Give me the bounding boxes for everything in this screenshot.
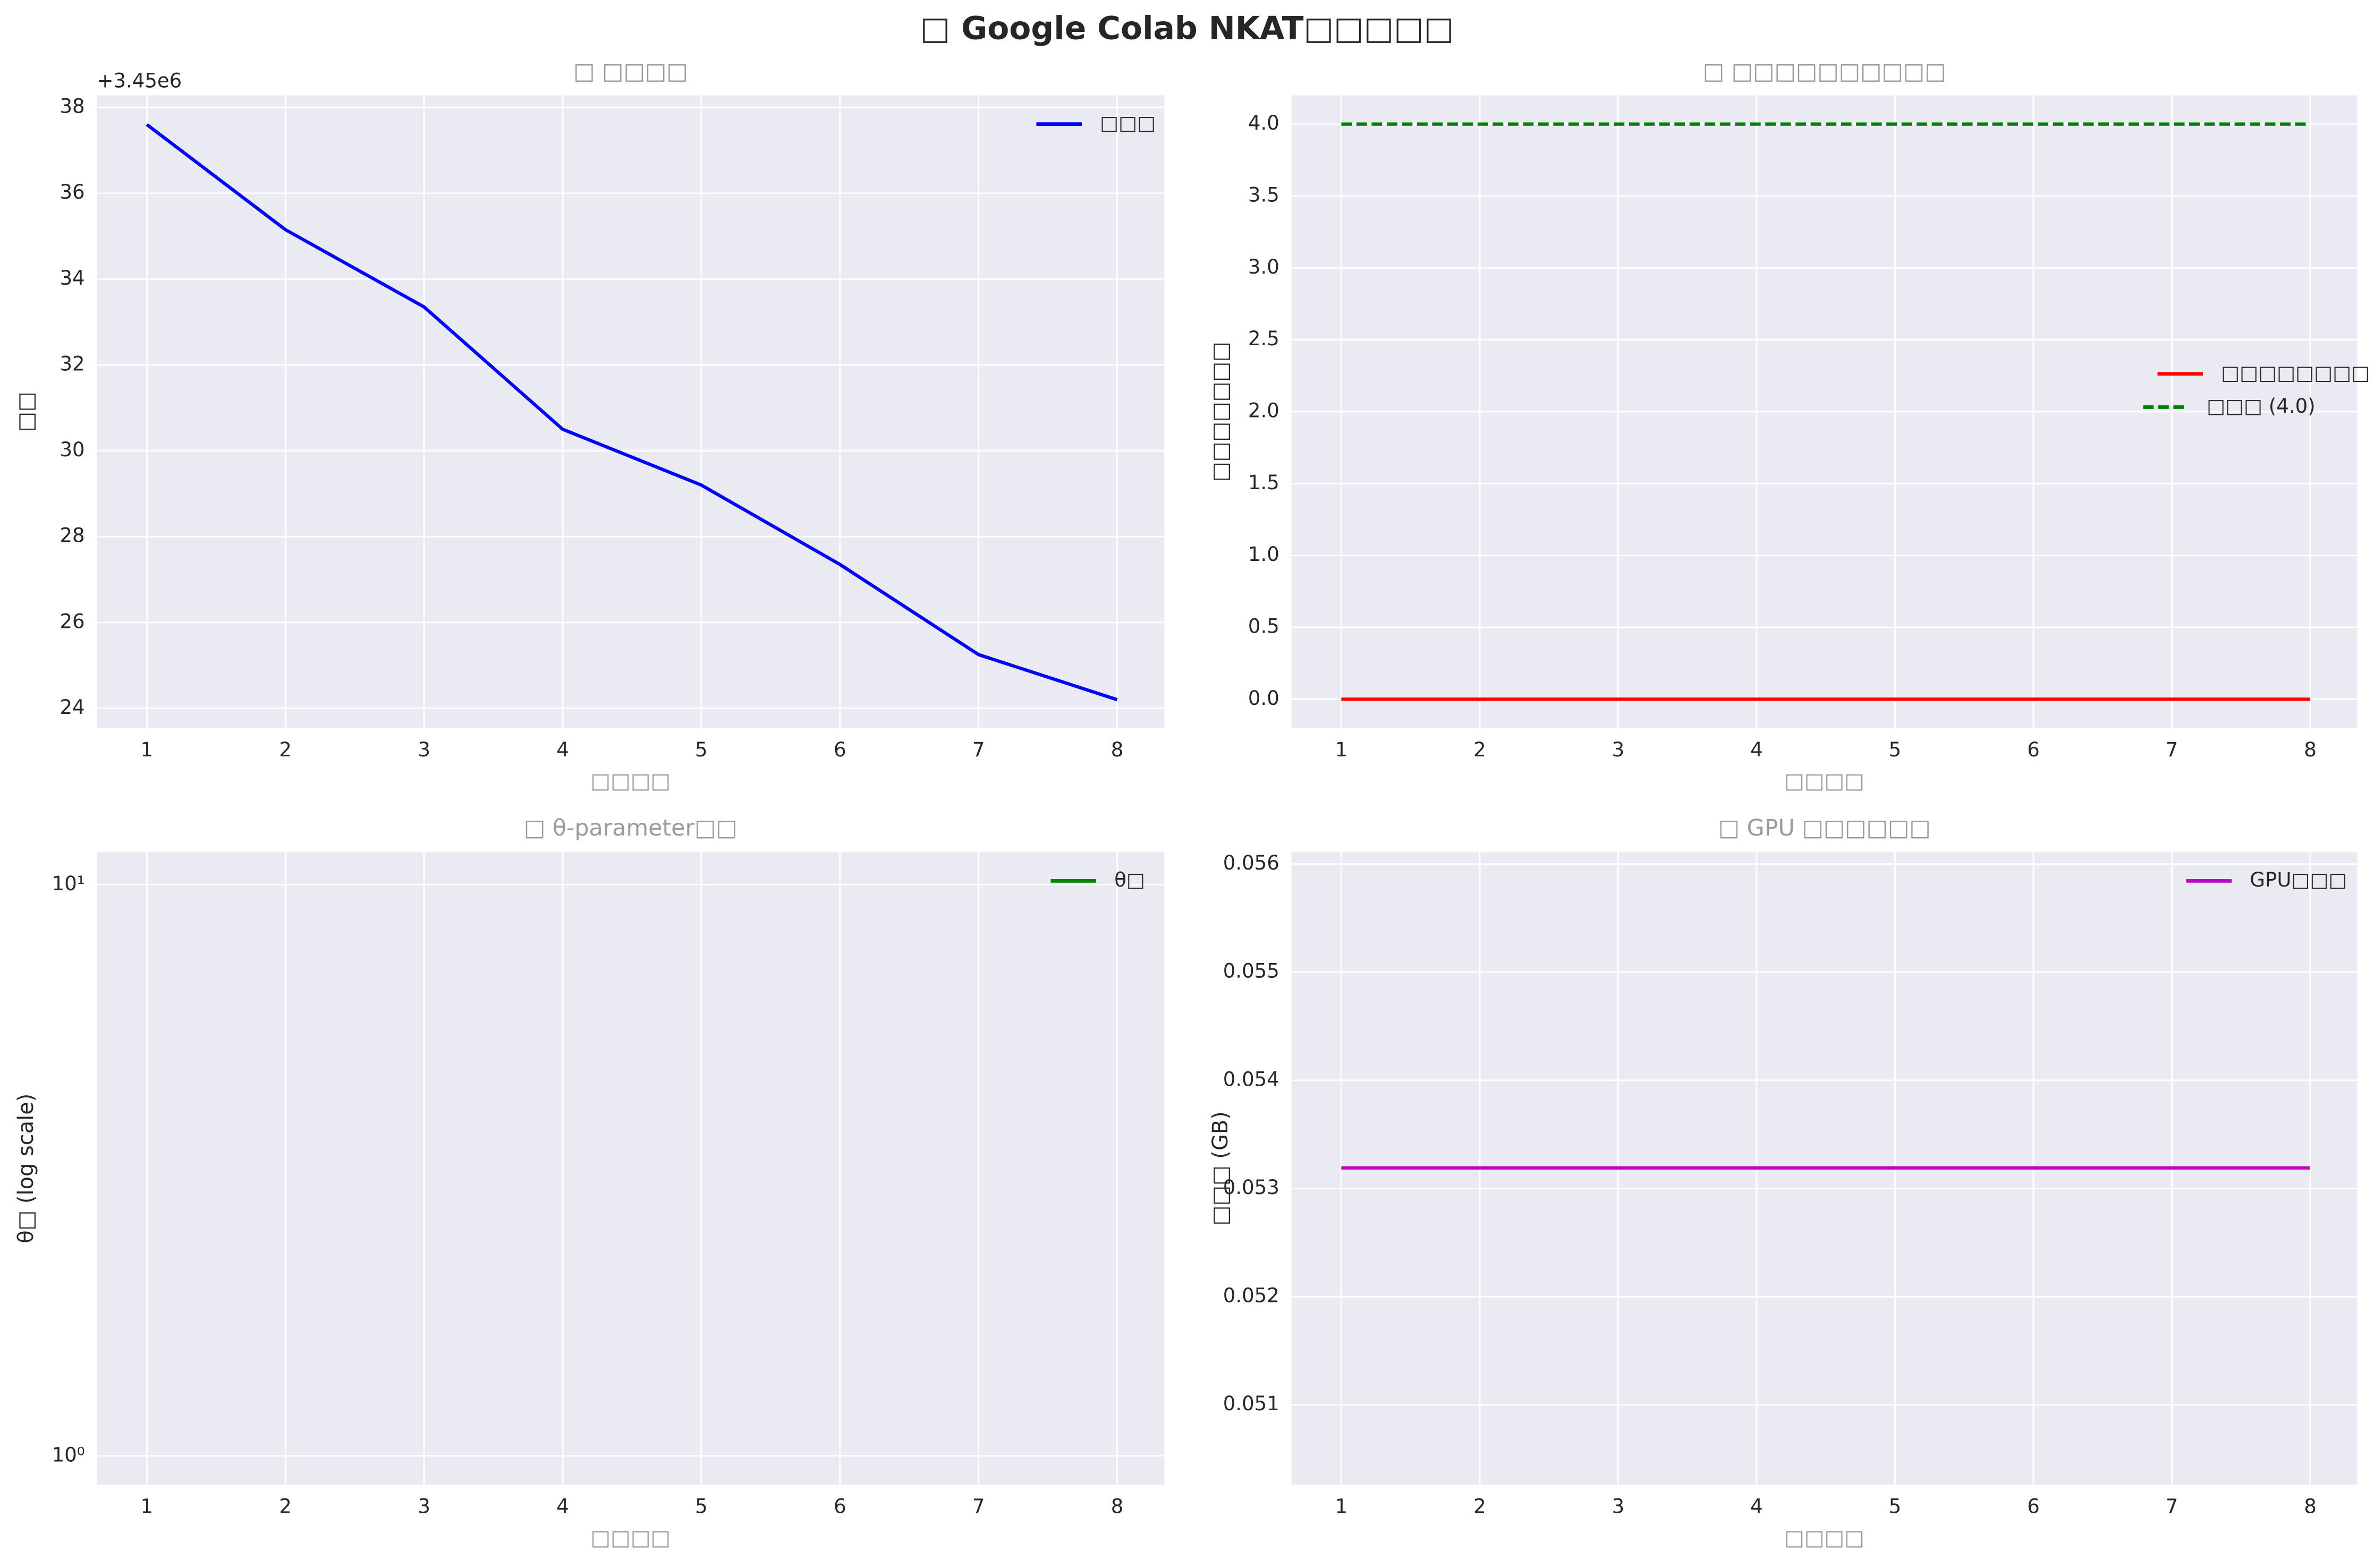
x-tick-label: 1 xyxy=(1335,738,1348,761)
y-tick-label: 4.0 xyxy=(1248,112,1279,134)
y-tick-label: 0.0 xyxy=(1248,687,1279,710)
y-tick-label: 36 xyxy=(60,181,84,203)
y-tick-label: 0.056 xyxy=(1223,851,1279,874)
y-offset-label: +3.45e6 xyxy=(97,69,182,92)
x-tick-label: 4 xyxy=(556,1495,569,1518)
y-tick-label: 24 xyxy=(60,696,84,719)
axes-background xyxy=(97,852,1165,1485)
y-tick-label: 0.5 xyxy=(1248,615,1279,638)
y-tick-label: 34 xyxy=(60,267,84,289)
x-tick-label: 3 xyxy=(418,1495,430,1518)
legend-label: □□□ xyxy=(1100,112,1156,134)
x-axis-label: □□□□ xyxy=(590,1526,671,1550)
x-tick-label: 4 xyxy=(556,738,569,761)
x-tick-label: 1 xyxy=(141,1495,154,1518)
axes-title: □ GPU □□□□□□ xyxy=(1718,815,1931,841)
series-line xyxy=(146,123,1118,702)
x-tick-label: 8 xyxy=(1111,1495,1124,1518)
x-tick-label: 2 xyxy=(1473,1495,1486,1518)
legend-label: θ□ xyxy=(1114,868,1145,891)
y-axis-label: □□□□□□□ xyxy=(1208,342,1233,482)
x-tick-label: 1 xyxy=(1335,1495,1348,1518)
y-tick-label: 2.0 xyxy=(1248,399,1279,422)
figure-title: □ Google Colab NKAT□□□□□ xyxy=(920,10,1454,47)
y-tick-label: 26 xyxy=(60,610,84,633)
y-tick-label: 0.053 xyxy=(1223,1176,1279,1199)
x-tick-label: 2 xyxy=(279,738,292,761)
x-tick-label: 2 xyxy=(279,1495,292,1518)
axes-background xyxy=(97,95,1165,728)
x-tick-label: 8 xyxy=(2304,738,2317,761)
legend-label: □□□ (4.0) xyxy=(2207,395,2316,417)
y-tick-label: 10¹ xyxy=(52,872,85,895)
y-tick-label: 38 xyxy=(60,95,84,118)
x-tick-label: 1 xyxy=(141,738,154,761)
y-tick-label: 0.051 xyxy=(1223,1392,1279,1415)
axes-title: □ □□□□□□□□□□ xyxy=(1703,58,1946,84)
y-tick-label: 32 xyxy=(60,352,84,375)
x-tick-label: 7 xyxy=(972,1495,985,1518)
x-tick-label: 4 xyxy=(1750,738,1763,761)
y-axis-label: θ□ (log scale) xyxy=(14,1094,38,1243)
x-tick-label: 6 xyxy=(2027,1495,2040,1518)
legend-label: □□□□□□□□ xyxy=(2221,361,2370,384)
x-tick-label: 7 xyxy=(2166,738,2178,761)
x-tick-label: 3 xyxy=(418,738,430,761)
x-tick-label: 4 xyxy=(1750,1495,1763,1518)
x-tick-label: 5 xyxy=(695,1495,708,1518)
y-tick-label: 28 xyxy=(60,524,84,547)
x-tick-label: 6 xyxy=(2027,738,2040,761)
x-tick-label: 5 xyxy=(1889,738,1902,761)
x-tick-label: 6 xyxy=(834,738,846,761)
x-tick-label: 3 xyxy=(1612,738,1625,761)
y-tick-label: 1.0 xyxy=(1248,543,1279,566)
y-tick-label: 0.052 xyxy=(1223,1284,1279,1307)
axes-title: □ □□□□ xyxy=(573,58,688,84)
y-tick-label: 30 xyxy=(60,438,84,461)
x-axis-label: □□□□ xyxy=(1784,1526,1864,1550)
y-tick-label: 10⁰ xyxy=(52,1443,85,1466)
x-tick-label: 2 xyxy=(1473,738,1486,761)
y-tick-label: 2.5 xyxy=(1248,327,1279,350)
x-tick-label: 5 xyxy=(1889,1495,1902,1518)
legend-label: GPU□□□ xyxy=(2250,868,2347,891)
x-tick-label: 8 xyxy=(2304,1495,2317,1518)
y-tick-label: 0.054 xyxy=(1223,1068,1279,1090)
y-axis-label: □□□ (GB) xyxy=(1208,1111,1233,1225)
y-tick-label: 0.055 xyxy=(1223,960,1279,983)
y-tick-label: 3.5 xyxy=(1248,184,1279,207)
axes-title: □ θ-parameter□□ xyxy=(524,815,737,841)
x-axis-label: □□□□ xyxy=(1784,769,1864,794)
y-axis-label: □□ xyxy=(14,391,38,431)
x-tick-label: 8 xyxy=(1111,738,1124,761)
x-tick-label: 3 xyxy=(1612,1495,1625,1518)
x-tick-label: 5 xyxy=(695,738,708,761)
y-tick-label: 1.5 xyxy=(1248,471,1279,494)
x-tick-label: 6 xyxy=(834,1495,846,1518)
x-axis-label: □□□□ xyxy=(590,769,671,794)
y-tick-label: 3.0 xyxy=(1248,255,1279,278)
x-tick-label: 7 xyxy=(2166,1495,2178,1518)
x-tick-label: 7 xyxy=(972,738,985,761)
